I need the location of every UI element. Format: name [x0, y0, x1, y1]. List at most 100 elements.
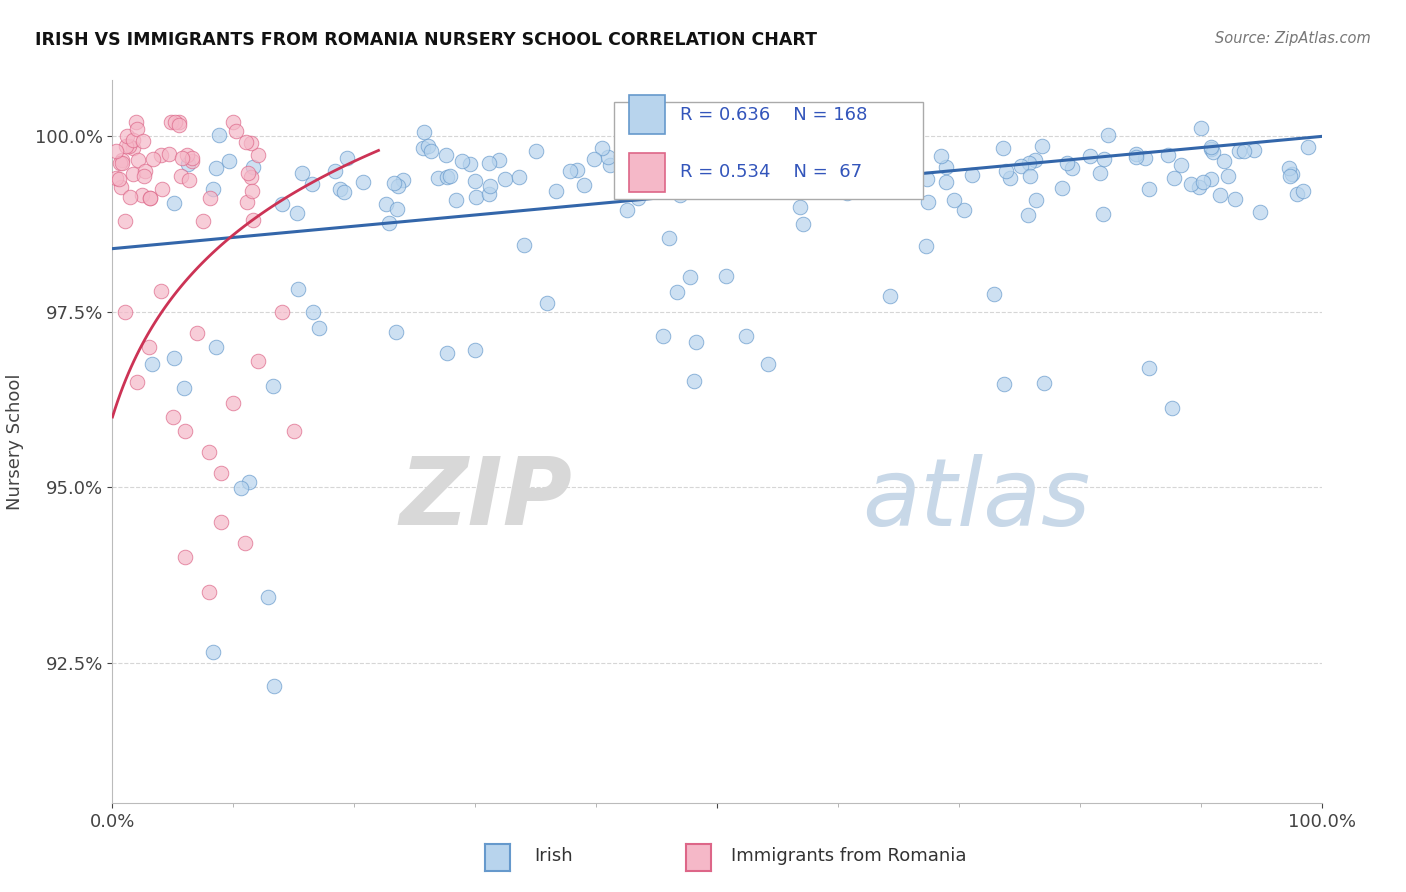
Point — [108, 172, 131, 186]
Point — [132, 169, 155, 183]
Text: IRISH VS IMMIGRANTS FROM ROMANIA NURSERY SCHOOL CORRELATION CHART: IRISH VS IMMIGRANTS FROM ROMANIA NURSERY… — [35, 31, 817, 49]
Point — [616, 202, 638, 217]
Point — [993, 377, 1015, 392]
Text: Immigrants from Romania: Immigrants from Romania — [731, 847, 966, 865]
Point — [198, 445, 221, 459]
Point — [246, 354, 269, 368]
Point — [1031, 138, 1053, 153]
Point — [546, 184, 568, 198]
Point — [121, 133, 143, 147]
Point — [1033, 376, 1056, 390]
Point — [242, 212, 264, 227]
Point — [841, 161, 863, 176]
Point — [627, 191, 650, 205]
Point — [205, 161, 228, 175]
Point — [770, 177, 793, 191]
Point — [792, 217, 814, 231]
Point — [205, 340, 228, 354]
Point — [1137, 361, 1160, 376]
Point — [666, 285, 689, 299]
Point — [1291, 184, 1313, 198]
Point — [235, 536, 257, 550]
Point — [110, 180, 132, 194]
Point — [174, 550, 197, 565]
Y-axis label: Nursery School: Nursery School — [6, 373, 24, 510]
Point — [238, 475, 260, 489]
Point — [685, 334, 707, 349]
Point — [209, 466, 232, 480]
Point — [377, 216, 399, 230]
Point — [1286, 186, 1309, 201]
Point — [1243, 143, 1265, 157]
Point — [1281, 167, 1303, 181]
Point — [127, 122, 149, 136]
Point — [879, 288, 901, 302]
Point — [838, 180, 860, 194]
Point — [221, 115, 243, 129]
Point — [796, 182, 818, 196]
Point — [1213, 154, 1236, 169]
FancyBboxPatch shape — [628, 95, 665, 135]
Point — [1277, 161, 1299, 176]
Point — [118, 190, 141, 204]
Point — [225, 124, 247, 138]
Point — [735, 328, 758, 343]
Point — [412, 141, 434, 155]
Point — [724, 154, 747, 169]
Point — [478, 179, 501, 194]
Point — [418, 139, 440, 153]
Point — [1157, 148, 1180, 162]
Point — [488, 153, 510, 167]
Point — [508, 170, 530, 185]
Point — [375, 196, 398, 211]
Point — [1024, 153, 1046, 167]
Point — [115, 128, 138, 143]
Point — [114, 213, 136, 227]
Point — [1025, 193, 1047, 207]
Point — [679, 270, 702, 285]
Point — [291, 166, 314, 180]
Point — [1000, 171, 1022, 186]
Point — [995, 163, 1018, 178]
Point — [201, 182, 224, 196]
Point — [796, 152, 818, 166]
Point — [134, 164, 156, 178]
Point — [169, 118, 191, 132]
Point — [1225, 192, 1247, 206]
Point — [256, 591, 278, 605]
Point — [1056, 156, 1078, 170]
Point — [176, 148, 198, 162]
Point — [159, 147, 181, 161]
Point — [1010, 159, 1032, 173]
Point — [934, 175, 956, 189]
Point — [891, 164, 914, 178]
Point — [894, 145, 917, 159]
Point — [150, 182, 173, 196]
Point — [1170, 158, 1192, 172]
Point — [167, 115, 190, 129]
Point — [582, 152, 605, 166]
Point — [1218, 169, 1240, 183]
Point — [560, 164, 582, 178]
Point — [804, 174, 827, 188]
Point — [983, 286, 1005, 301]
Point — [1017, 208, 1039, 222]
Point — [240, 169, 263, 184]
Point — [382, 176, 405, 190]
Point — [658, 231, 681, 245]
Point — [333, 186, 356, 200]
Text: R = 0.534    N =  67: R = 0.534 N = 67 — [679, 163, 862, 181]
Point — [121, 167, 143, 181]
Point — [385, 325, 408, 339]
Point — [1125, 147, 1147, 161]
Point — [960, 168, 983, 182]
Point — [262, 379, 284, 393]
Point — [1018, 156, 1040, 170]
Point — [173, 381, 195, 395]
Point — [105, 144, 128, 158]
Point — [1296, 140, 1319, 154]
Point — [125, 115, 148, 129]
Text: Irish: Irish — [534, 847, 572, 865]
Point — [596, 150, 619, 164]
Point — [889, 165, 911, 179]
